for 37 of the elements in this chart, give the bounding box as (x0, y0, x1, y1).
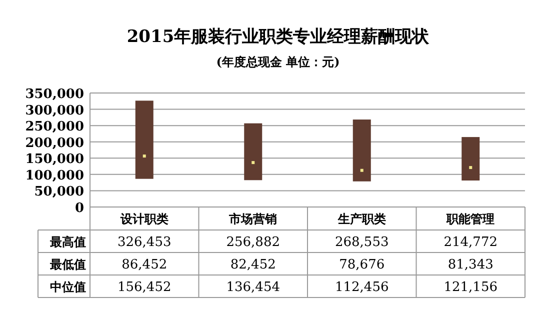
data-label: 136,454 (226, 280, 280, 295)
text: 81,343 (448, 258, 494, 272)
y-tick-label: 200,000 (25, 136, 84, 151)
bar (244, 123, 262, 180)
point (142, 154, 146, 158)
bar (462, 137, 480, 181)
text: 86,452 (122, 258, 168, 272)
point (360, 168, 364, 172)
data-label: 256,882 (226, 235, 280, 250)
point (469, 166, 472, 170)
y-tick-label: 150,000 (25, 152, 84, 168)
y-tick-label: 350,000 (25, 87, 84, 102)
data-label: 112,456 (334, 280, 389, 295)
data-label: 268,553 (334, 235, 389, 250)
chart-subtitle: (年度总现金 单位：元) (216, 55, 340, 69)
data-label: 326,453 (117, 235, 172, 250)
x-tick-label: 生产职类 (336, 212, 386, 226)
data-label: 214,772 (444, 235, 498, 250)
point (252, 161, 255, 164)
text: 中位值 (50, 280, 86, 294)
text: 最高值 (50, 235, 86, 249)
bar (352, 120, 371, 182)
text: 82,452 (230, 258, 276, 272)
data-label: 156,452 (117, 280, 172, 295)
y-tick-label: 0 (74, 201, 84, 216)
x-tick-label: 设计职类 (119, 212, 168, 226)
x-tick-label: 市场营销 (228, 212, 278, 226)
y-tick-label: 300,000 (25, 103, 84, 118)
chart-title: 2015年服装行业职类专业经理薪酬现状 (126, 27, 430, 47)
data-label: 121,156 (444, 280, 498, 295)
text: 78,676 (339, 258, 385, 272)
bar (135, 100, 154, 179)
y-tick-label: 100,000 (25, 168, 84, 184)
text: 最低值 (50, 258, 86, 272)
y-tick-label: 250,000 (25, 120, 84, 135)
y-tick-label: 50,000 (34, 184, 84, 200)
x-tick-label: 职能管理 (446, 212, 495, 226)
